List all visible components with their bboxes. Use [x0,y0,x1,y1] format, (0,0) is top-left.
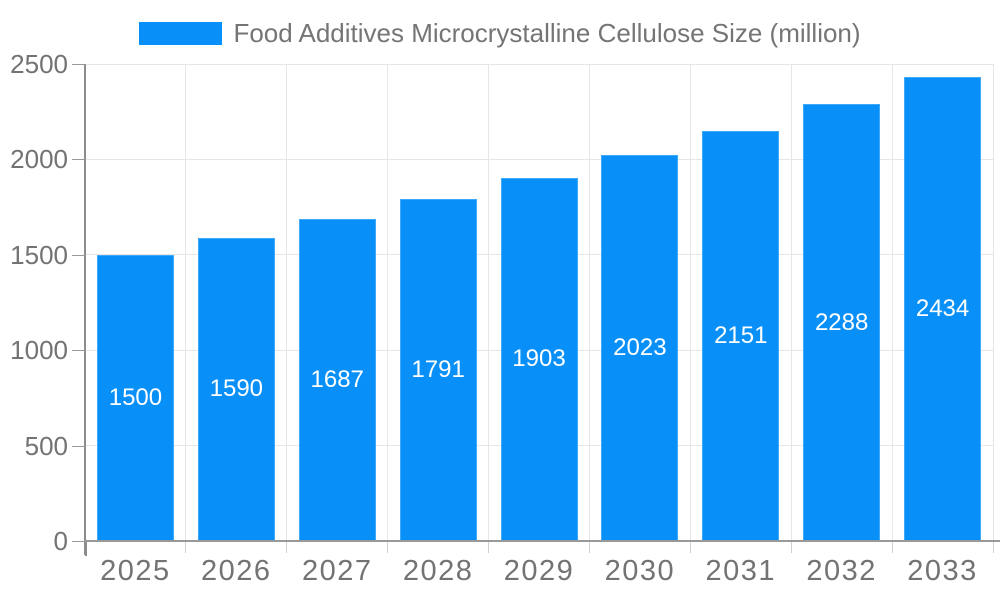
x-tick [588,542,590,553]
bar-2028 [399,199,477,541]
bar-value-label-2033: 2434 [915,294,970,322]
y-tick [72,159,85,161]
gridline [488,64,490,541]
bar-2029 [500,177,578,541]
bar-2027 [298,219,376,541]
legend-label: Food Additives Microcrystalline Cellulos… [233,18,861,48]
x-tick [286,542,288,553]
legend-swatch-icon [139,22,223,45]
bar-value-label-2028: 1791 [411,356,465,384]
gridline [286,64,288,541]
x-tick [992,542,994,553]
x-tick [689,542,691,553]
x-tick-label-2027: 2027 [301,555,373,587]
bar-value-label-2026: 1590 [209,375,264,403]
plot-area: 1500 1590 1687 1791 1903 2023 2151 2288 2434 [85,63,994,541]
y-tick [72,64,85,65]
x-tick [84,542,87,556]
x-tick [488,542,490,553]
x-tick-label-2029: 2029 [503,555,575,587]
gridline [85,158,993,160]
x-tick [185,542,187,553]
y-tick [72,254,85,256]
y-tick-label-1000: 1000 [10,335,68,366]
y-tick-label-0: 0 [53,526,68,556]
x-tick [387,542,389,553]
y-tick [72,445,85,447]
x-tick-label-2033: 2033 [907,555,978,587]
x-tick-label-2032: 2032 [806,555,877,587]
x-tick [891,542,893,553]
bar-2031 [702,130,780,541]
gridline [85,63,993,65]
bar-2025 [96,254,174,541]
x-axis-line [85,540,1000,542]
x-tick-label-2028: 2028 [402,555,474,587]
y-tick [72,541,85,542]
x-tick-label-2030: 2030 [604,555,676,587]
y-tick-label-1500: 1500 [10,239,68,270]
x-tick-label-2025: 2025 [100,555,171,587]
bar-2026 [197,237,275,541]
bar-2030 [601,155,679,541]
y-tick-label-2500: 2500 [10,49,68,79]
y-tick [72,350,85,352]
bar-value-label-2027: 1687 [310,366,364,394]
x-tick [790,542,792,553]
bar-value-label-2030: 2023 [613,334,667,361]
bar-value-label-2032: 2288 [814,308,869,336]
bar-value-label-2031: 2151 [714,321,768,349]
y-tick-label-500: 500 [24,430,68,461]
y-axis-line [84,64,86,555]
y-tick-label-2000: 2000 [10,144,68,175]
gridline [891,64,893,541]
x-tick-label-2031: 2031 [705,555,777,587]
gridline [387,64,389,541]
gridline [689,64,691,541]
bar-value-label-2025: 1500 [108,383,163,411]
gridline [790,64,792,541]
gridline [185,64,187,541]
bar-2033 [904,76,982,541]
gridline [992,64,994,541]
gridline [588,64,590,541]
bar-value-label-2029: 1903 [512,345,566,373]
chart-legend[interactable]: Food Additives Microcrystalline Cellulos… [0,18,1000,49]
bar-2032 [803,104,881,541]
x-tick-label-2026: 2026 [201,555,272,587]
